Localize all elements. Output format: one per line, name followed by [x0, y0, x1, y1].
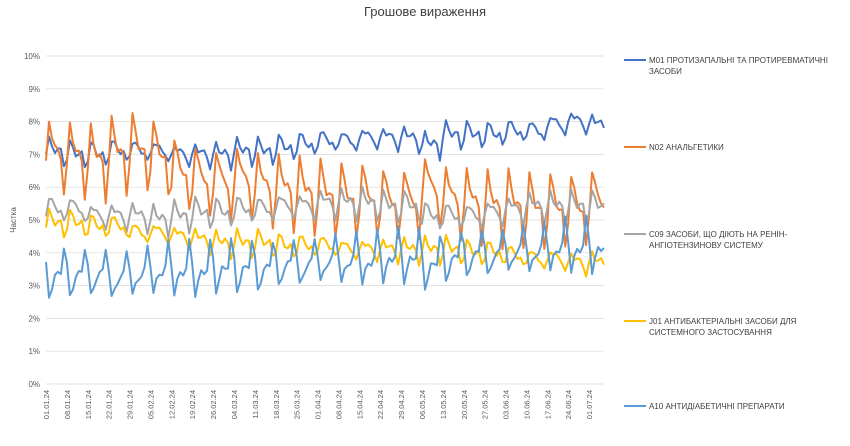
y-tick-label: 9% [28, 85, 40, 94]
series-line [45, 112, 605, 251]
x-tick-label: 26.02.24 [209, 390, 218, 419]
legend-label: N02 АНАЛЬГЕТИКИ [649, 143, 724, 152]
x-tick-label: 05.02.24 [146, 390, 155, 419]
legend-label: M01 ПРОТИЗАПАЛЬНІ ТА ПРОТИРЕВМАТИЧНІ ЗАС… [649, 56, 828, 76]
x-tick-label: 29.04.24 [397, 390, 406, 419]
x-tick-label: 15.04.24 [355, 390, 364, 419]
x-tick-label: 27.05.24 [481, 390, 490, 419]
legend-swatch [624, 320, 646, 322]
y-tick-label: 1% [28, 347, 40, 356]
x-tick-label: 01.07.24 [585, 390, 594, 419]
x-tick-label: 12.02.24 [167, 390, 176, 419]
legend-item[interactable]: N02 АНАЛЬГЕТИКИ [624, 142, 848, 153]
y-tick-label: 0% [28, 380, 40, 389]
series-line [45, 207, 605, 278]
x-tick-label: 03.06.24 [502, 390, 511, 419]
y-tick-label: 6% [28, 183, 40, 192]
legend-label: C09 ЗАСОБИ, ЩО ДІЮТЬ НА РЕНІН-АНГІОТЕНЗИ… [649, 230, 788, 250]
x-tick-label: 15.01.24 [84, 390, 93, 419]
x-tick-label: 13.05.24 [439, 390, 448, 419]
x-tick-label: 01.04.24 [314, 390, 323, 419]
legend-label: J01 АНТИБАКТЕРІАЛЬНІ ЗАСОБИ ДЛЯ СИСТЕМНО… [649, 317, 797, 337]
legend-item[interactable]: C09 ЗАСОБИ, ЩО ДІЮТЬ НА РЕНІН-АНГІОТЕНЗИ… [624, 229, 848, 251]
x-tick-label: 06.05.24 [418, 390, 427, 419]
y-tick-label: 7% [28, 150, 40, 159]
x-tick-label: 11.03.24 [251, 390, 260, 419]
y-tick-label: 8% [28, 118, 40, 127]
x-tick-label: 24.06.24 [564, 390, 573, 419]
x-tick-label: 01.01.24 [42, 390, 51, 419]
legend-swatch [624, 146, 646, 148]
x-tick-label: 08.04.24 [334, 390, 343, 419]
series-line [45, 214, 605, 299]
y-axis-label: Частка [9, 207, 18, 233]
x-tick-label: 10.06.24 [522, 390, 531, 419]
y-tick-label: 4% [28, 249, 40, 258]
legend-item[interactable]: J01 АНТИБАКТЕРІАЛЬНІ ЗАСОБИ ДЛЯ СИСТЕМНО… [624, 316, 848, 338]
series-lines [45, 112, 605, 299]
x-tick-label: 04.03.24 [230, 390, 239, 419]
legend-label: A10 АНТИДІАБЕТИЧНІ ПРЕПАРАТИ [649, 402, 785, 411]
x-tick-labels: 01.01.24 08.01.24 15.01.24 22.01.24 29.01.24… [42, 390, 594, 419]
x-tick-label: 08.01.24 [63, 390, 72, 419]
y-tick-label: 5% [28, 216, 40, 225]
x-tick-label: 22.01.24 [105, 390, 114, 419]
y-tick-label: 2% [28, 314, 40, 323]
x-tick-label: 17.06.24 [543, 390, 552, 419]
y-tick-labels: 0% 1% 2% 3% 4% 5% 6% 7% 8% 9% 10% [24, 52, 40, 389]
x-tick-label: 20.05.24 [460, 390, 469, 419]
x-tick-label: 29.01.24 [126, 390, 135, 419]
y-tick-label: 3% [28, 282, 40, 291]
legend-item[interactable]: M01 ПРОТИЗАПАЛЬНІ ТА ПРОТИРЕВМАТИЧНІ ЗАС… [624, 55, 848, 77]
x-tick-label: 22.04.24 [376, 390, 385, 419]
legend-swatch [624, 59, 646, 61]
legend-item[interactable]: A10 АНТИДІАБЕТИЧНІ ПРЕПАРАТИ [624, 401, 848, 412]
x-tick-label: 19.02.24 [188, 390, 197, 419]
legend-swatch [624, 233, 646, 235]
x-tick-label: 25.03.24 [293, 390, 302, 419]
y-tick-label: 10% [24, 52, 40, 61]
x-tick-label: 18.03.24 [272, 390, 281, 419]
series-line [45, 185, 605, 239]
legend-swatch [624, 405, 646, 407]
chart-title: Грошове вираження [364, 4, 486, 19]
